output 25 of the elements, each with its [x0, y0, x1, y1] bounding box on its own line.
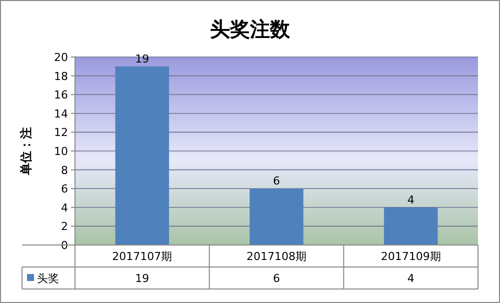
y-tick-label: 2	[61, 220, 68, 234]
x-tick-label: 2017107期	[112, 250, 172, 263]
data-label: 4	[407, 193, 414, 206]
bar	[250, 188, 304, 245]
legend-label: 头奖	[37, 272, 59, 285]
x-tick-label: 2017108期	[246, 250, 306, 263]
y-tick-label: 8	[61, 164, 68, 177]
y-tick-label: 12	[54, 126, 68, 140]
text: 4	[407, 272, 414, 285]
y-tick-label: 18	[54, 70, 68, 83]
data-label: 19	[135, 52, 150, 66]
y-tick-label: 4	[61, 201, 68, 214]
chart-title: 头奖注数	[210, 17, 291, 41]
x-tick-label: 2017109期	[380, 250, 441, 263]
text: 19	[135, 272, 150, 285]
bar	[384, 207, 438, 245]
y-axis-title: 单位：注	[19, 127, 33, 176]
y-tick-label: 20	[54, 51, 68, 64]
y-tick-label: 6	[61, 182, 68, 196]
data-label: 6	[273, 174, 280, 188]
text: 6	[273, 272, 280, 285]
bar	[115, 66, 170, 245]
y-tick-label: 16	[54, 88, 68, 102]
y-tick-label: 14	[54, 107, 68, 120]
y-tick-label: 10	[54, 145, 68, 158]
